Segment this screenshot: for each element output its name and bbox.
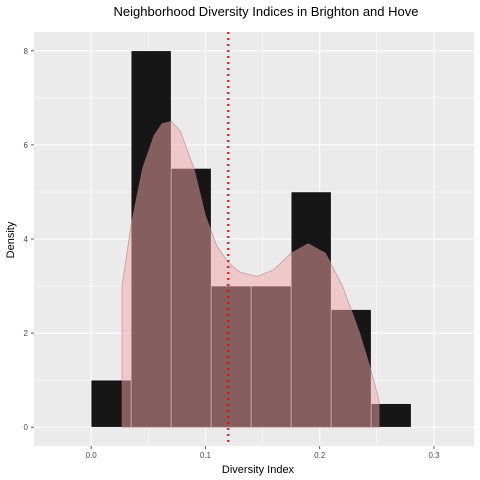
x-tick-label: 0.2 — [314, 451, 326, 460]
x-axis-title: Diversity Index — [222, 464, 295, 476]
y-tick-label: 0 — [24, 423, 29, 432]
y-tick-label: 6 — [24, 141, 29, 150]
y-tick-label: 4 — [24, 235, 29, 244]
chart-title: Neighborhood Diversity Indices in Bright… — [114, 4, 419, 19]
x-tick-label: 0.3 — [428, 451, 440, 460]
density-curve — [121, 120, 380, 428]
y-tick-label: 2 — [24, 329, 29, 338]
x-tick-label: 0.1 — [200, 451, 212, 460]
y-axis-title: Density — [5, 221, 17, 258]
y-axis-ticks: 0 2 4 6 8 — [24, 47, 34, 432]
x-tick-label: 0.0 — [86, 451, 98, 460]
y-tick-label: 8 — [24, 47, 29, 56]
x-axis-ticks: 0.0 0.1 0.2 0.3 — [86, 446, 440, 460]
